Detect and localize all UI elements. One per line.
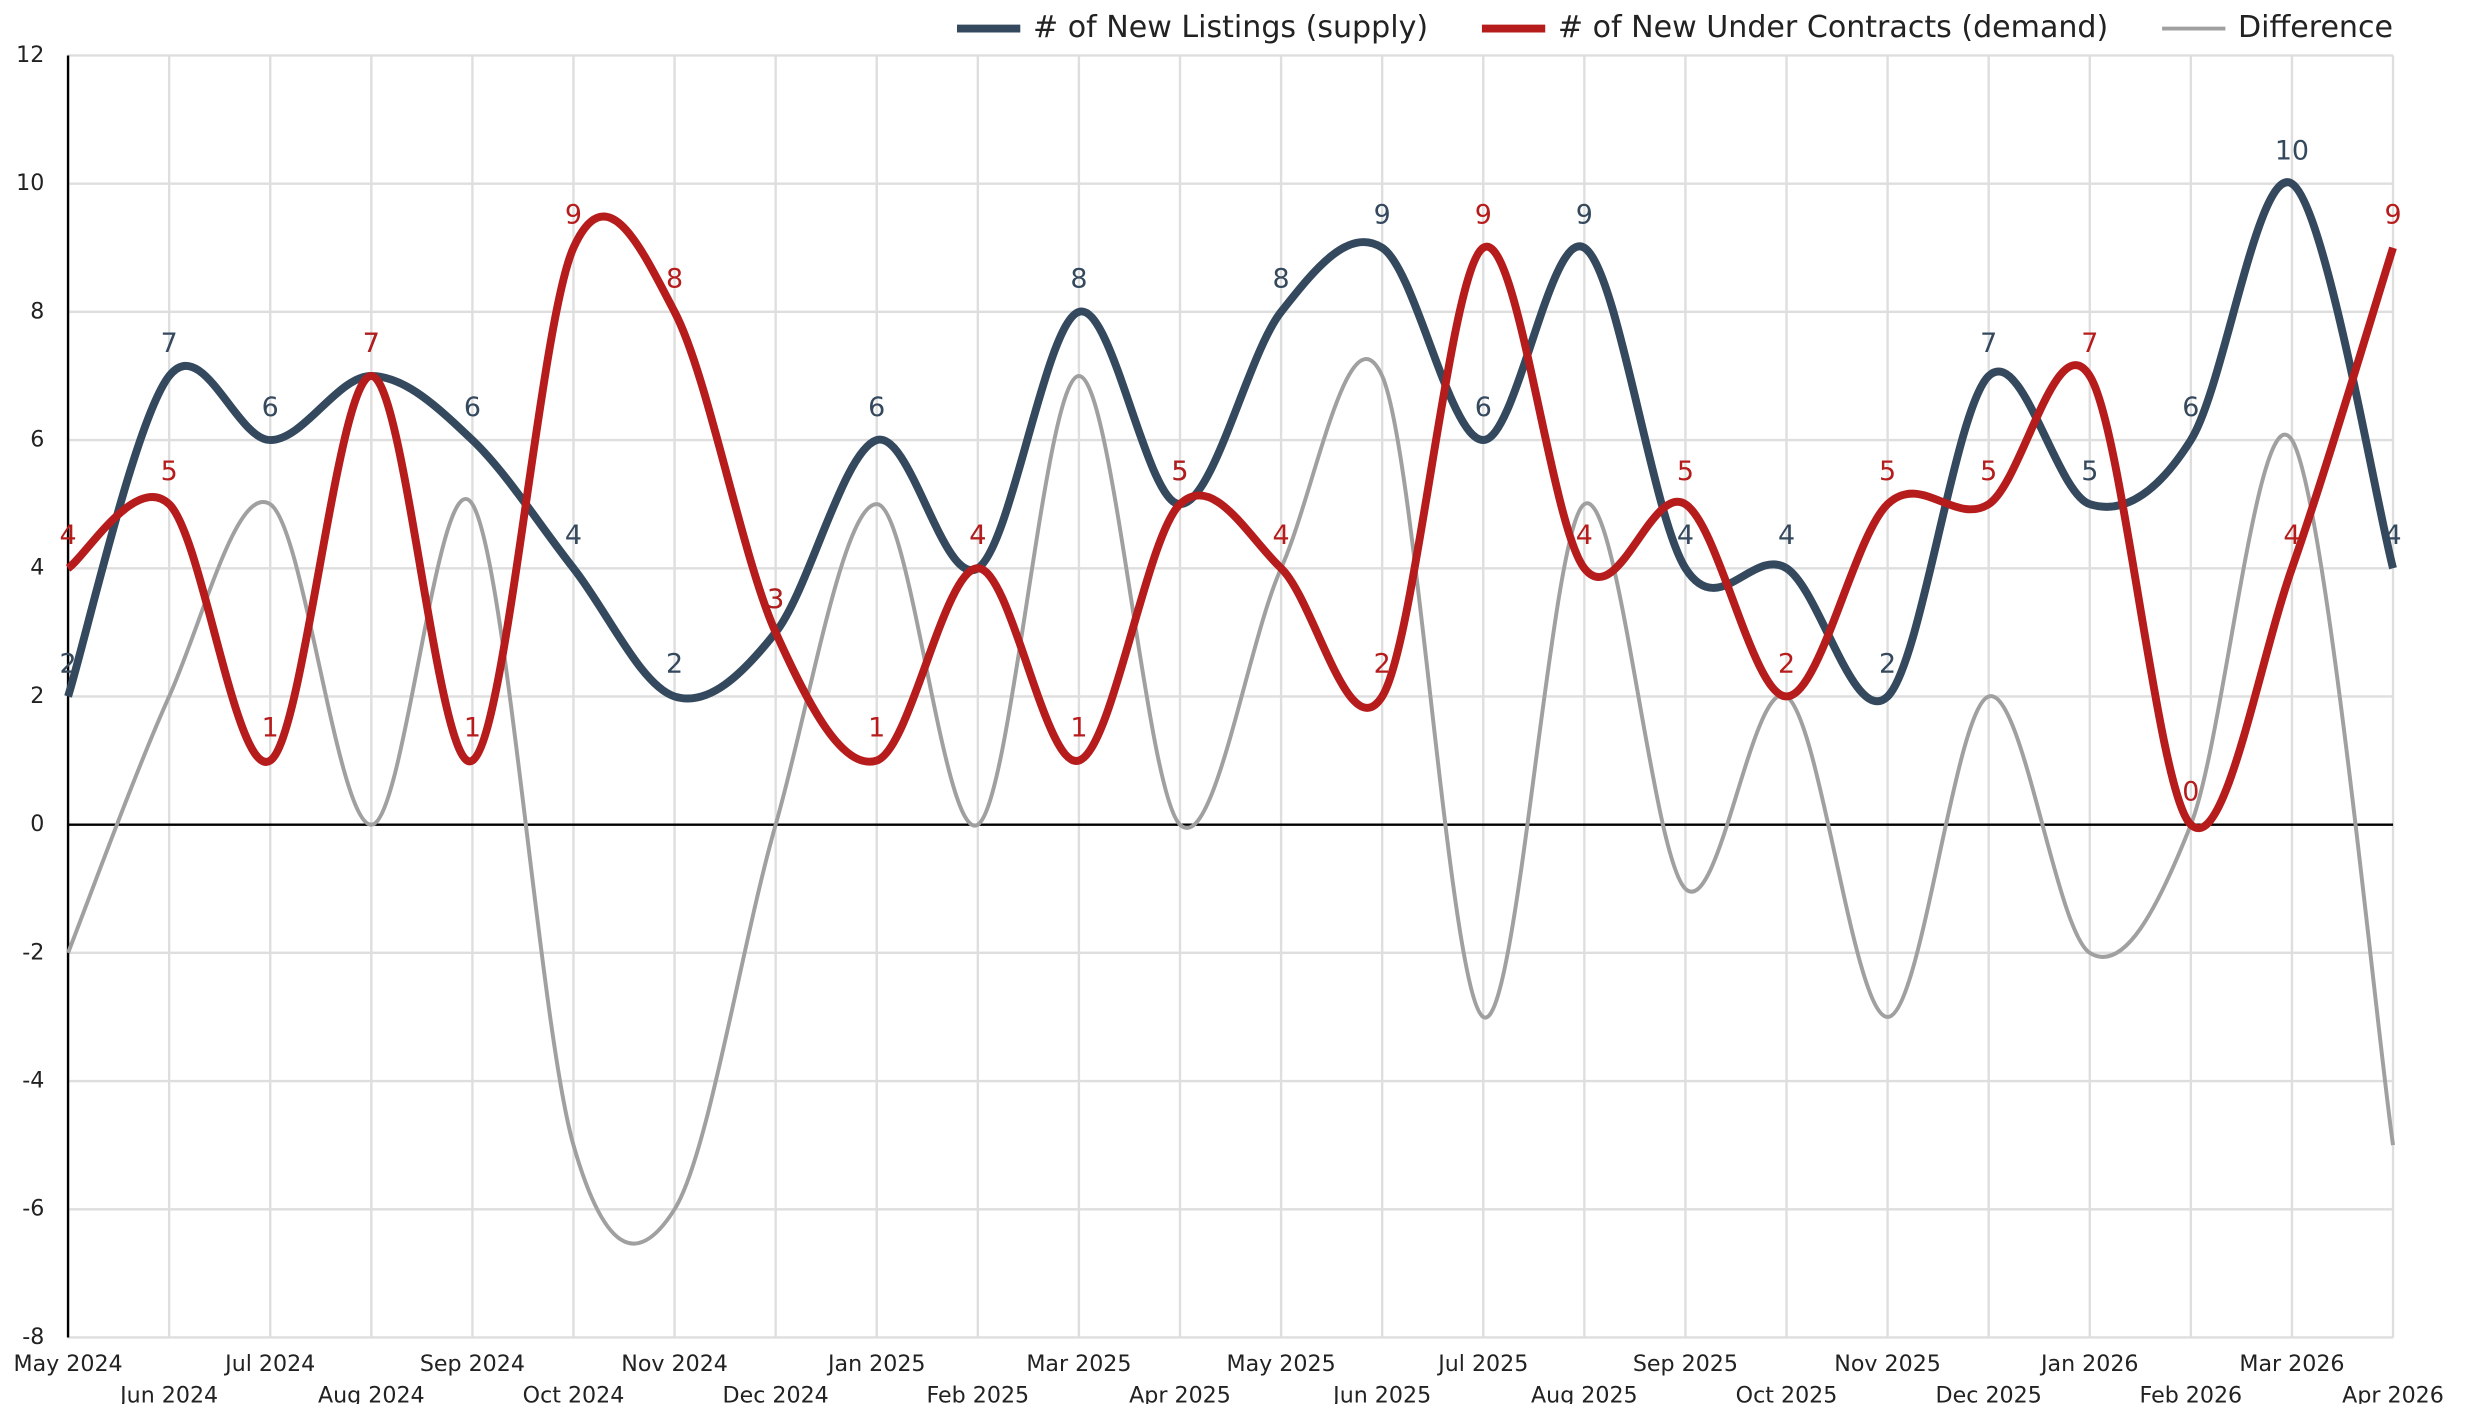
data-label: 7 (2081, 328, 2098, 359)
data-label: 4 (969, 520, 986, 551)
x-tick-label: Dec 2024 (723, 1383, 829, 1404)
data-label: 4 (1677, 520, 1694, 551)
x-tick-label: Nov 2025 (1834, 1351, 1941, 1377)
x-tick-label: Nov 2024 (621, 1351, 728, 1377)
x-tick-label: Jan 2025 (826, 1351, 926, 1377)
y-tick-label: -4 (22, 1068, 44, 1094)
data-label: 7 (161, 328, 178, 359)
series-line (64, 178, 2397, 705)
data-label: 4 (565, 520, 582, 551)
data-label: 1 (262, 712, 279, 743)
data-label: 4 (2283, 520, 2300, 551)
series-line (66, 357, 2395, 1246)
x-tick-label: Aug 2024 (318, 1383, 425, 1404)
data-label: 2 (60, 648, 77, 679)
legend-label: # of New Listings (supply) (1033, 10, 1428, 45)
y-tick-label: 2 (30, 683, 44, 709)
data-label: 4 (1576, 520, 1593, 551)
x-tick-label: Mar 2025 (1026, 1351, 1131, 1377)
y-tick-label: 8 (30, 298, 44, 324)
data-label: 7 (363, 328, 380, 359)
data-label: 2 (1879, 648, 1896, 679)
data-label: 5 (161, 456, 178, 487)
x-tick-label: Dec 2025 (1936, 1383, 2042, 1404)
data-label: 7 (1980, 328, 1997, 359)
data-label: 5 (2081, 456, 2098, 487)
data-label: 9 (1374, 200, 1391, 231)
data-label: 5 (1980, 456, 1997, 487)
data-label: 5 (1171, 456, 1188, 487)
data-label: 6 (1475, 392, 1492, 423)
data-label: 10 (2275, 136, 2309, 167)
data-label: 1 (1070, 712, 1087, 743)
x-tick-label: Apr 2025 (1129, 1383, 1231, 1404)
data-label: 9 (565, 200, 582, 231)
data-label: 8 (666, 264, 683, 295)
x-tick-label: Aug 2025 (1531, 1383, 1638, 1404)
series-line (65, 212, 2397, 832)
data-label: 6 (464, 392, 481, 423)
data-label: 2 (666, 648, 683, 679)
x-tick-label: Feb 2025 (927, 1383, 1030, 1404)
data-label: 4 (60, 520, 77, 551)
data-label: 6 (868, 392, 885, 423)
legend-label: Difference (2238, 10, 2393, 45)
data-label: 9 (1475, 200, 1492, 231)
y-tick-label: 4 (30, 555, 44, 581)
x-tick-label: Jun 2024 (118, 1383, 218, 1404)
data-label: 2 (1374, 648, 1391, 679)
y-tick-label: 10 (16, 170, 44, 196)
y-tick-label: -2 (22, 939, 44, 965)
data-label: 5 (1677, 456, 1694, 487)
data-label: 7 (363, 328, 380, 359)
x-tick-label: May 2025 (1227, 1351, 1336, 1377)
x-tick-label: Sep 2025 (1633, 1351, 1738, 1377)
y-tick-label: 6 (30, 427, 44, 453)
data-label: 1 (868, 712, 885, 743)
x-tick-label: Oct 2025 (1736, 1383, 1838, 1404)
x-tick-label: Sep 2024 (420, 1351, 525, 1377)
y-tick-label: 12 (16, 42, 44, 68)
x-tick-label: May 2024 (13, 1351, 122, 1377)
data-label: 8 (1070, 264, 1087, 295)
data-label: 1 (464, 712, 481, 743)
x-tick-label: Jul 2025 (1436, 1351, 1528, 1377)
x-tick-label: Jun 2025 (1331, 1383, 1431, 1404)
data-label: 8 (1273, 264, 1290, 295)
data-label: 6 (2182, 392, 2199, 423)
data-label: 4 (1778, 520, 1795, 551)
data-label: 4 (2384, 520, 2401, 551)
y-tick-label: -8 (22, 1324, 44, 1350)
data-label: 6 (262, 392, 279, 423)
data-label: 3 (767, 584, 784, 615)
x-tick-label: Jan 2026 (2039, 1351, 2139, 1377)
data-label: 9 (2384, 200, 2401, 231)
data-label: 5 (1879, 456, 1896, 487)
y-tick-label: 0 (30, 811, 44, 837)
x-tick-label: Jul 2024 (223, 1351, 315, 1377)
x-tick-label: Oct 2024 (523, 1383, 625, 1404)
data-label: 2 (1778, 648, 1795, 679)
data-label: 4 (969, 520, 986, 551)
x-tick-label: Mar 2026 (2239, 1351, 2344, 1377)
x-tick-label: Apr 2026 (2342, 1383, 2444, 1404)
data-label: 4 (1273, 520, 1290, 551)
data-label: 3 (767, 584, 784, 615)
data-label: 5 (1171, 456, 1188, 487)
data-label: 9 (1576, 200, 1593, 231)
y-tick-label: -6 (22, 1196, 44, 1222)
legend-label: # of New Under Contracts (demand) (1558, 10, 2108, 45)
x-tick-label: Feb 2026 (2140, 1383, 2243, 1404)
data-label: 0 (2182, 777, 2199, 808)
